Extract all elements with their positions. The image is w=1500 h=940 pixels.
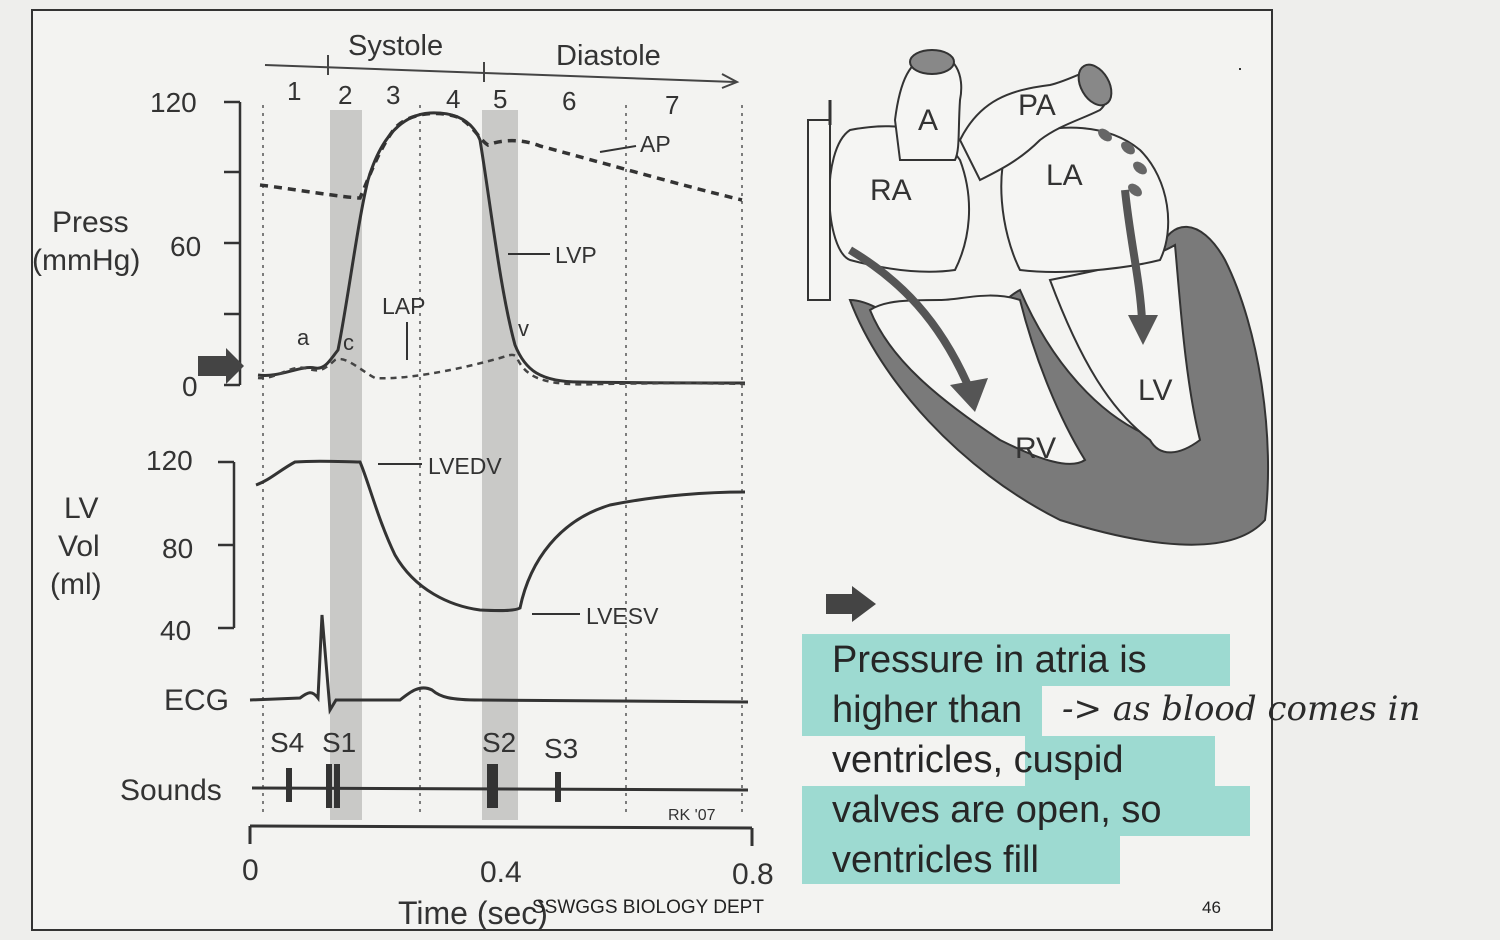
a-wave-label: a xyxy=(297,325,310,350)
page-number: 46 xyxy=(1202,898,1221,917)
sounds-label: Sounds xyxy=(120,774,222,807)
phase-number: 6 xyxy=(562,86,576,116)
pointer-arrow-icon xyxy=(198,348,244,384)
caption-line: Pressure in atria is xyxy=(832,639,1147,681)
s1-label: S1 xyxy=(322,727,356,758)
pulmonary-artery-opening xyxy=(1077,63,1113,107)
aorta xyxy=(893,53,963,161)
caption-line: higher than xyxy=(832,689,1023,731)
highlight xyxy=(802,634,1230,686)
pressure-tick-0: 0 xyxy=(182,371,198,402)
time-tick-0.4: 0.4 xyxy=(480,856,522,889)
bullet-arrow-icon xyxy=(826,586,876,622)
arrow-head-icon xyxy=(950,378,988,412)
volume-axis-label: Vol xyxy=(58,530,100,563)
pulmonary-vein xyxy=(1128,183,1142,197)
pressure-axis-unit: (mmHg) xyxy=(32,244,140,277)
pulmonary-vein xyxy=(1121,141,1135,155)
lap-label: LAP xyxy=(382,293,425,319)
ecg-label: ECG xyxy=(164,684,229,717)
c-wave-label: c xyxy=(343,330,354,355)
footer-dept: SSWGGS BIOLOGY DEPT xyxy=(532,897,764,918)
phase-numbers: 1 2 3 4 5 6 7 xyxy=(287,76,679,120)
diastole-label: Diastole xyxy=(556,40,661,72)
s2-label: S2 xyxy=(482,727,516,758)
phase-number: 3 xyxy=(386,80,400,110)
pulmonary-vein xyxy=(1133,161,1147,175)
volume-axis-unit: (ml) xyxy=(50,568,102,601)
lvesv-label: LVESV xyxy=(586,603,659,629)
volume-tick-80: 80 xyxy=(162,533,193,564)
phase-number: 1 xyxy=(287,76,301,106)
la-to-lv-arrow xyxy=(1121,189,1146,321)
pressure-tick-60: 60 xyxy=(170,231,201,262)
highlight xyxy=(802,834,1120,884)
volume-tick-120: 120 xyxy=(146,445,193,476)
time-axis xyxy=(248,824,754,846)
arrow-head-icon xyxy=(1128,315,1158,345)
pressure-axis-label: Press xyxy=(52,206,129,239)
v-wave-label: v xyxy=(518,316,529,341)
volume-axis-label: LV xyxy=(64,492,98,525)
aortic-pressure-trace xyxy=(259,111,743,202)
isovolumetric-contraction-band xyxy=(330,110,362,820)
left-atrial-pressure-trace xyxy=(257,353,746,386)
ap-label: AP xyxy=(640,131,671,157)
ap-pointer xyxy=(599,145,637,153)
signature: RK '07 xyxy=(668,807,716,824)
lvp-label: LVP xyxy=(555,242,597,268)
left-ventricular-pressure-trace xyxy=(257,111,746,385)
highlight xyxy=(802,684,1042,736)
heart-label-a: A xyxy=(918,104,938,137)
s4-label: S4 xyxy=(270,727,304,758)
volume-axis xyxy=(218,460,236,630)
phase-number: 4 xyxy=(446,84,460,114)
time-axis-label: Time (sec) xyxy=(398,895,548,931)
heart-label-pa: PA xyxy=(1018,89,1056,122)
caption-line: ventricles, cuspid xyxy=(832,739,1124,781)
highlight xyxy=(802,786,1250,836)
lvedv-label: LVEDV xyxy=(428,453,502,479)
pressure-axis xyxy=(224,100,242,387)
phase-number: 5 xyxy=(493,84,507,114)
ra-to-rv-arrow xyxy=(847,246,974,392)
lv-volume-trace xyxy=(255,459,746,613)
caption-line: valves are open, so xyxy=(832,789,1162,831)
right-ventricle xyxy=(868,294,1087,465)
systole-label: Systole xyxy=(348,30,443,62)
caption: Pressure in atria is higher than ventric… xyxy=(832,635,1162,885)
heart-label-rv: RV xyxy=(1015,432,1056,465)
vena-cava xyxy=(807,119,831,301)
heart-diagram xyxy=(807,49,1269,546)
heart-label-lv: LV xyxy=(1138,374,1172,407)
s3-label: S3 xyxy=(544,733,578,764)
caption-highlights xyxy=(802,634,1250,884)
heart-label-la: LA xyxy=(1046,159,1083,192)
caption-line: ventricles fill xyxy=(832,839,1039,881)
pressure-tick-120: 120 xyxy=(150,87,197,118)
sounds-track xyxy=(251,764,749,808)
volume-tick-40: 40 xyxy=(160,615,191,646)
pulmonary-vein xyxy=(1098,128,1112,142)
phase-arrow xyxy=(264,55,740,89)
time-tick-0.8: 0.8 xyxy=(732,858,774,891)
phase-number: 2 xyxy=(338,80,352,110)
highlight xyxy=(1025,736,1215,786)
handwritten-note: -> as blood comes in xyxy=(1062,689,1420,729)
ecg-trace xyxy=(249,614,749,715)
heart-label-ra: RA xyxy=(870,174,912,207)
phase-number: 7 xyxy=(665,90,679,120)
time-tick-0: 0 xyxy=(242,854,259,887)
aorta-opening xyxy=(909,49,955,75)
